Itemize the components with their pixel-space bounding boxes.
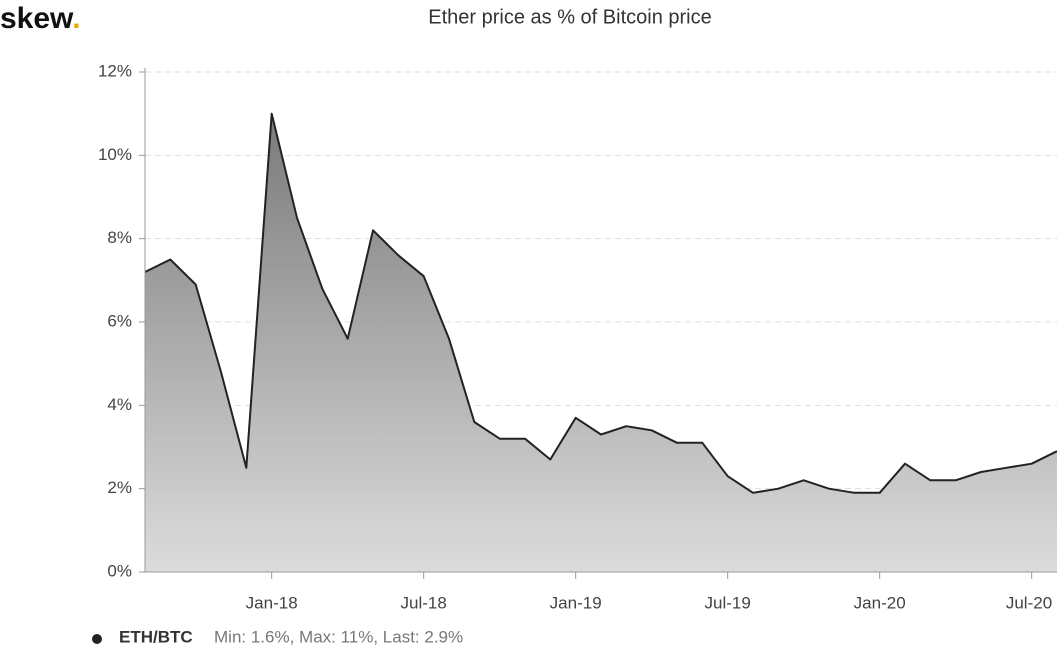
x-tick-label: Jul-18 — [401, 593, 447, 612]
y-tick-label: 4% — [107, 395, 132, 414]
x-tick-label: Jan-20 — [854, 593, 906, 612]
line — [144, 112, 1057, 494]
y-tick-label: 6% — [107, 311, 132, 330]
y-tick-label: 8% — [107, 228, 132, 247]
logo: skew. — [0, 2, 81, 35]
x-tick-label: Jan-19 — [550, 593, 602, 612]
y-tick-label: 10% — [98, 145, 132, 164]
area — [145, 113, 1057, 572]
y-tick-label: 0% — [107, 561, 132, 580]
y-tick-label: 2% — [107, 478, 132, 497]
x-tick-label: Jul-20 — [1006, 593, 1052, 612]
legend-label: ETH/BTC — [119, 627, 193, 646]
x-tick-label: Jan-18 — [246, 593, 298, 612]
chart-title: Ether price as % of Bitcoin price — [428, 6, 711, 28]
x-tick-label: Jul-19 — [705, 593, 751, 612]
legend-marker — [92, 634, 102, 644]
y-tick-label: 12% — [98, 61, 132, 80]
legend-stats: Min: 1.6%, Max: 11%, Last: 2.9% — [214, 627, 463, 646]
